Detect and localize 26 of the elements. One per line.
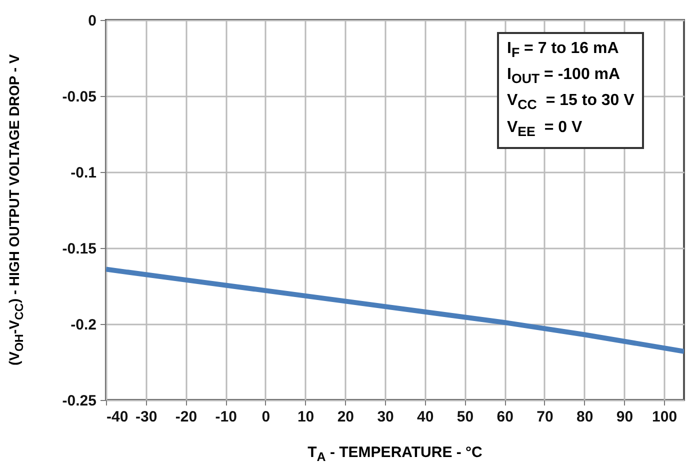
- x-tick-label: 50: [456, 408, 474, 426]
- y-tick-label: -0.2: [70, 316, 96, 334]
- annotation: V$_{CC}$ = 15 to 30 V: [507, 91, 634, 115]
- x-tick-label: 100: [652, 408, 678, 426]
- y-tick-label: -0.05: [62, 88, 96, 106]
- x-tick-label: 0: [262, 408, 270, 426]
- x-tick-label: 60: [496, 408, 514, 426]
- x-tick-label: 30: [377, 408, 394, 426]
- annotation: V$_{EE}$ = 0 V: [507, 118, 584, 141]
- annotation: I$_{F}$ = 7 to 16 mA: [507, 39, 620, 62]
- y-tick-label: -0.1: [70, 164, 96, 182]
- x-tick-label: -30: [136, 408, 158, 426]
- x-tick-label: 10: [297, 408, 314, 426]
- x-tick-label: -40: [106, 408, 128, 426]
- x-tick-label: 20: [337, 408, 354, 426]
- y-tick-label: -0.15: [62, 240, 96, 258]
- x-axis-title: T$_{A}$ - TEMPERATURE - °C: [306, 444, 484, 464]
- x-tick-label: -10: [215, 408, 237, 426]
- x-tick-label: 40: [417, 408, 434, 426]
- x-tick-label: 80: [576, 408, 594, 426]
- x-tick-label: 70: [536, 408, 554, 426]
- x-tick-label: 90: [616, 408, 634, 426]
- y-tick-label: -0.25: [62, 392, 96, 410]
- annotation: I$_{OUT}$ = -100 mA: [507, 65, 622, 88]
- x-tick-label: -20: [175, 408, 198, 426]
- y-tick-label: 0: [88, 12, 96, 30]
